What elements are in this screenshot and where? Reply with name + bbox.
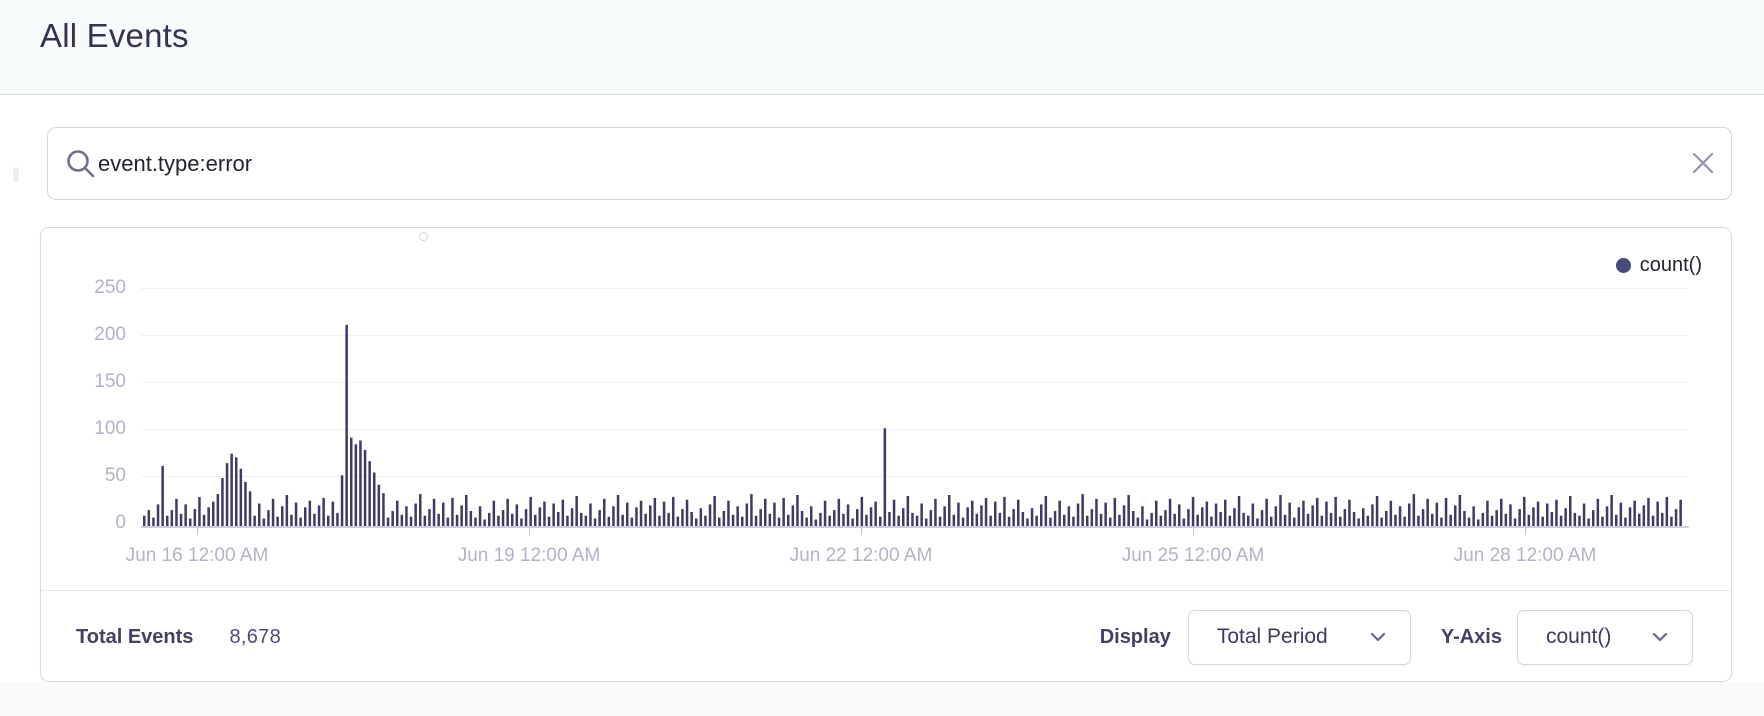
gridline [141, 335, 1687, 336]
x-axis-tick-label: Jun 22 12:00 AM [789, 545, 933, 566]
chart-controls: Display Total Period Y-Axis count() [1100, 591, 1693, 683]
x-axis-tick-label: Jun 19 12:00 AM [457, 545, 601, 566]
y-axis-tick-label: 100 [94, 418, 126, 439]
panel-footer-divider [41, 590, 1731, 591]
close-icon [1690, 152, 1716, 179]
events-chart-panel: count() 250 200 150 100 50 0 Jun 16 12:00 AM J… [40, 227, 1732, 682]
y-axis-tick-label: 50 [104, 465, 126, 486]
x-axis-tick [1525, 528, 1526, 535]
y-axis-tick-label: 250 [94, 277, 126, 298]
panel-handle-dot [419, 232, 428, 241]
x-axis-tick [1193, 528, 1194, 535]
x-axis-tick-label: Jun 25 12:00 AM [1121, 545, 1265, 566]
gridline [141, 476, 1687, 477]
x-axis-tick-label: Jun 16 12:00 AM [125, 545, 269, 566]
display-select-value: Total Period [1216, 625, 1328, 648]
x-axis-tick [861, 528, 862, 535]
search-input[interactable] [98, 128, 1678, 199]
yaxis-select[interactable]: count() [1517, 609, 1693, 665]
event-count-bars[interactable] [143, 228, 1684, 527]
chart-legend[interactable]: count() [1615, 250, 1702, 280]
page-header: All Events [0, 0, 1764, 95]
y-axis-tick-label: 0 [115, 512, 126, 533]
gridline [141, 429, 1687, 430]
clear-search-button[interactable] [1689, 150, 1717, 178]
x-axis-tick [197, 528, 198, 535]
scroll-thumb [13, 167, 19, 182]
gridline [141, 288, 1687, 289]
total-events-group: Total Events 8,678 [76, 591, 281, 683]
yaxis-select-value: count() [1546, 625, 1612, 648]
x-axis-line [141, 526, 1689, 528]
total-events-label: Total Events [76, 625, 194, 648]
legend-series-dot [1615, 257, 1631, 273]
gridline [141, 382, 1687, 383]
chevron-down-icon [1370, 632, 1386, 642]
legend-series-label: count() [1639, 253, 1702, 276]
y-axis-tick-label: 150 [94, 371, 126, 392]
chevron-down-icon [1652, 632, 1668, 642]
y-axis-tick-label: 200 [94, 324, 126, 345]
total-events-value: 8,678 [229, 625, 281, 648]
x-axis-tick-label: Jun 28 12:00 AM [1453, 545, 1597, 566]
search-icon [64, 148, 98, 182]
search-bar [47, 127, 1732, 200]
display-label: Display [1099, 625, 1171, 648]
x-axis-tick [529, 528, 530, 535]
yaxis-label: Y-Axis [1440, 625, 1502, 648]
display-select[interactable]: Total Period [1187, 609, 1411, 665]
bottom-strip [0, 682, 1764, 716]
page-title: All Events [40, 17, 189, 54]
